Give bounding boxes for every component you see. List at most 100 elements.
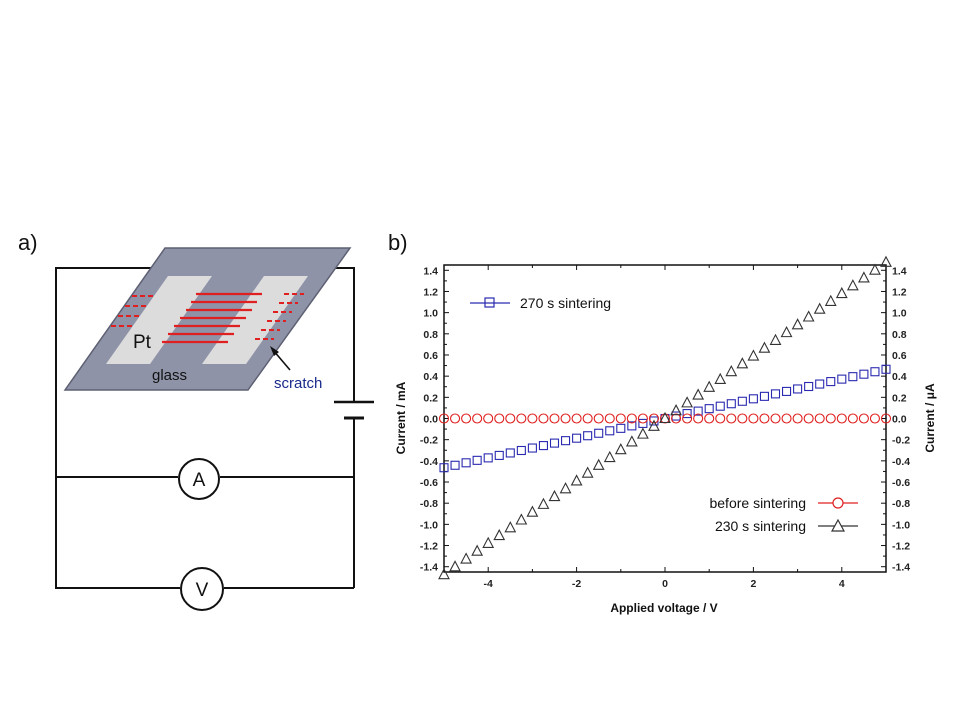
series-square [439,364,891,473]
voltmeter: V [180,567,224,611]
pt-electrode-right [202,276,308,364]
data-point-triangle [648,419,660,431]
data-point-square [461,458,471,468]
data-point-square [715,401,725,411]
data-point-square [881,364,891,374]
y-left-tick-label: -0.2 [420,435,438,447]
data-point-circle [593,413,604,424]
data-point-triangle [559,482,572,494]
data-point-circle [682,413,693,424]
y-right-tick-label: -1.4 [892,562,910,574]
data-point-triangle [869,263,881,275]
data-point-square [549,438,560,448]
data-point-triangle [636,427,649,439]
data-point-triangle [780,325,793,338]
data-point-square [472,455,482,465]
data-point-triangle [592,458,605,470]
data-point-square [583,431,593,441]
y-right-tick-label: -1.2 [892,541,910,553]
data-point-triangle [504,521,517,533]
data-point-triangle [659,411,671,424]
data-point-triangle [537,497,550,509]
data-point-square [770,389,781,399]
data-point-circle [648,413,660,424]
data-point-triangle [625,435,638,447]
battery-symbol [334,400,374,420]
data-point-circle [737,413,748,424]
data-point-square [527,443,537,453]
data-point-circle [449,413,461,424]
data-point-square [450,460,460,470]
x-tick-label: 4 [839,578,845,590]
data-point-triangle [791,318,804,330]
data-point-square [826,377,836,387]
y-right-tick-label: 1.0 [892,308,907,320]
data-point-triangle [670,404,682,416]
data-point-square [682,409,692,419]
series-triangle [438,255,892,580]
data-point-circle [483,413,494,424]
y-axis-right: 1.4 1.2 1.0 0.8 0.6 0.4 0.2 0.0 -0.2 -0.4 -0.6 -0.8… [881,265,910,574]
panel-b: b) 1.41.21.00.80.60.40.20.0-0.2-0.4-0.6-… [388,230,937,615]
plot-series [438,255,892,580]
data-point-square [759,391,770,401]
data-point-triangle [438,567,450,580]
data-point-triangle [515,513,528,525]
data-point-circle [792,413,803,424]
data-point-square [693,406,703,416]
data-point-square [870,367,880,377]
data-point-triangle [813,302,826,314]
y-right-tick-label: -1.0 [892,519,910,531]
data-point-square [737,396,747,406]
data-point-circle [836,413,847,424]
data-point-square [594,428,604,438]
data-point-square [804,381,814,392]
data-point-circle [759,413,770,424]
voltmeter-label: V [196,580,209,601]
series-circle [438,413,892,424]
data-point-square [538,441,549,451]
data-point-triangle [493,528,506,541]
data-point-circle [438,413,450,424]
x-tick-label: 2 [750,578,756,590]
scratch-lines [111,293,304,340]
data-point-square [704,404,714,414]
legend-230s: 230 s sintering [715,518,858,534]
data-point-triangle [681,396,694,408]
data-point-circle [604,413,615,424]
x-tick-label: -2 [572,578,581,590]
y-left-tick-label: 1.2 [423,286,438,298]
data-point-circle [505,413,516,424]
y-left-tick-label: -1.4 [420,562,438,574]
data-point-circle [825,413,836,424]
y-right-tick-label: -0.2 [892,435,910,447]
y-right-tick-label: 1.2 [892,286,907,298]
y-left-tick-label: 0.4 [423,371,438,383]
data-point-triangle [736,357,749,369]
data-point-circle [615,413,626,424]
y-left-tick-label: 1.0 [423,308,438,320]
y-left-tick-label: 0.2 [423,392,438,404]
data-point-triangle [703,380,716,392]
data-point-triangle [482,536,495,548]
data-point-circle [472,413,483,424]
x-axis-title: Applied voltage / V [610,601,717,615]
data-point-triangle [692,388,705,400]
y-right-tick-label: 1.4 [892,265,907,277]
data-point-square [516,445,526,456]
data-point-circle [880,413,892,424]
data-point-triangle [835,286,848,299]
data-point-triangle [880,255,892,267]
legend-270s-label: 270 s sintering [520,295,611,311]
panel-a: a) [18,230,374,611]
data-point-circle [582,413,593,424]
data-point-circle [803,413,814,424]
pt-electrode-left [106,276,212,364]
data-point-triangle [471,544,484,556]
data-point-square [627,421,637,431]
legend-270s: 270 s sintering [470,295,611,311]
data-point-square [494,450,504,460]
y-right-tick-label: 0.8 [892,329,907,341]
data-point-circle [494,413,505,424]
data-point-square [837,374,847,384]
